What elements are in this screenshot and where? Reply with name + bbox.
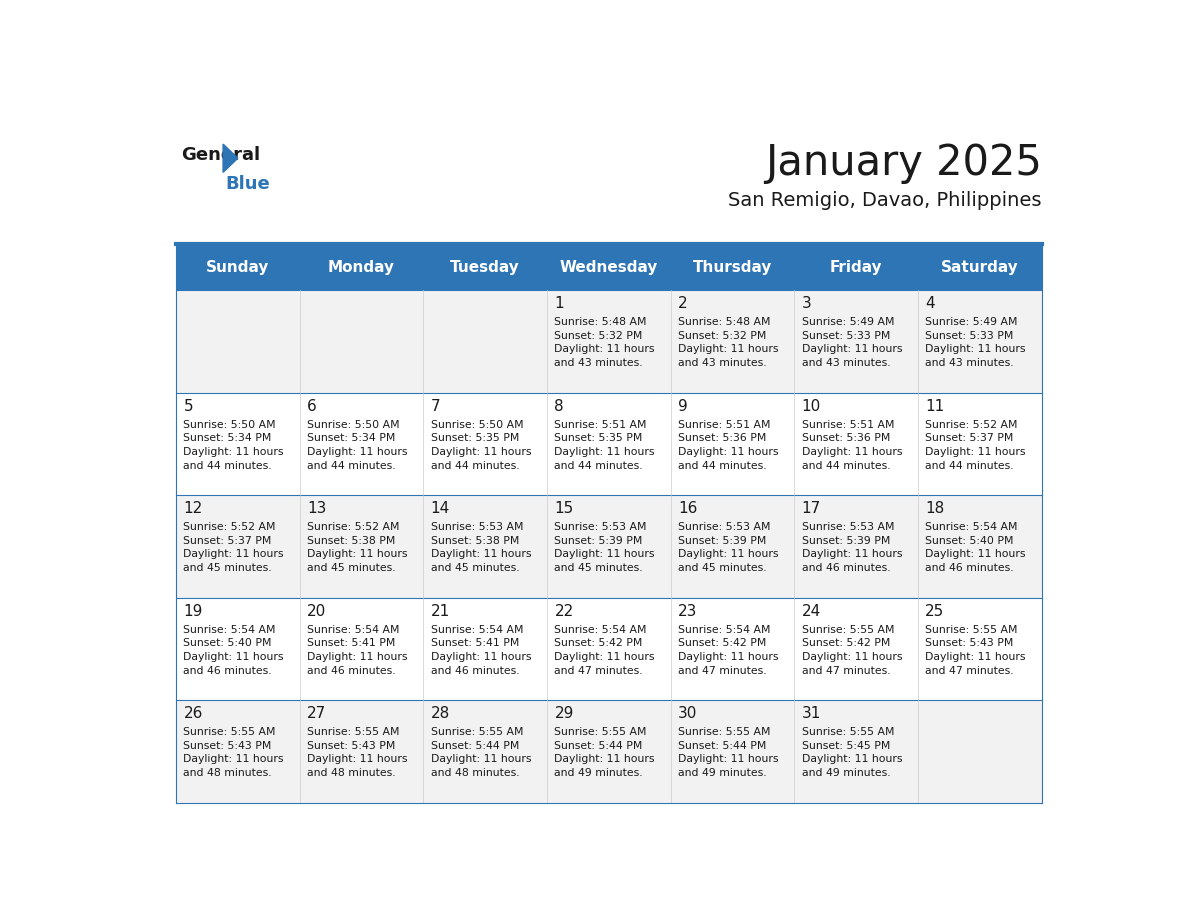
Text: 4: 4 (925, 297, 935, 311)
Text: 17: 17 (802, 501, 821, 516)
Text: Sunrise: 5:52 AM
Sunset: 5:37 PM
Daylight: 11 hours
and 45 minutes.: Sunrise: 5:52 AM Sunset: 5:37 PM Dayligh… (183, 522, 284, 573)
Text: General: General (181, 145, 260, 163)
Text: Sunrise: 5:51 AM
Sunset: 5:35 PM
Daylight: 11 hours
and 44 minutes.: Sunrise: 5:51 AM Sunset: 5:35 PM Dayligh… (555, 420, 655, 471)
Text: 3: 3 (802, 297, 811, 311)
Text: 12: 12 (183, 501, 203, 516)
Text: Sunday: Sunday (207, 260, 270, 274)
Text: 14: 14 (431, 501, 450, 516)
Text: Blue: Blue (225, 175, 270, 193)
Text: 19: 19 (183, 603, 203, 619)
Text: Sunrise: 5:54 AM
Sunset: 5:42 PM
Daylight: 11 hours
and 47 minutes.: Sunrise: 5:54 AM Sunset: 5:42 PM Dayligh… (555, 625, 655, 676)
Text: Sunrise: 5:50 AM
Sunset: 5:34 PM
Daylight: 11 hours
and 44 minutes.: Sunrise: 5:50 AM Sunset: 5:34 PM Dayligh… (183, 420, 284, 471)
Text: Sunrise: 5:51 AM
Sunset: 5:36 PM
Daylight: 11 hours
and 44 minutes.: Sunrise: 5:51 AM Sunset: 5:36 PM Dayligh… (802, 420, 902, 471)
FancyBboxPatch shape (176, 598, 1042, 700)
Text: Wednesday: Wednesday (560, 260, 658, 274)
Text: Sunrise: 5:49 AM
Sunset: 5:33 PM
Daylight: 11 hours
and 43 minutes.: Sunrise: 5:49 AM Sunset: 5:33 PM Dayligh… (925, 318, 1025, 368)
Text: Saturday: Saturday (941, 260, 1018, 274)
Text: January 2025: January 2025 (765, 142, 1042, 184)
Text: 26: 26 (183, 706, 203, 721)
Text: 13: 13 (308, 501, 327, 516)
Text: 10: 10 (802, 398, 821, 413)
Text: Sunrise: 5:55 AM
Sunset: 5:42 PM
Daylight: 11 hours
and 47 minutes.: Sunrise: 5:55 AM Sunset: 5:42 PM Dayligh… (802, 625, 902, 676)
Text: Sunrise: 5:50 AM
Sunset: 5:34 PM
Daylight: 11 hours
and 44 minutes.: Sunrise: 5:50 AM Sunset: 5:34 PM Dayligh… (308, 420, 407, 471)
Text: Sunrise: 5:55 AM
Sunset: 5:43 PM
Daylight: 11 hours
and 48 minutes.: Sunrise: 5:55 AM Sunset: 5:43 PM Dayligh… (308, 727, 407, 778)
FancyBboxPatch shape (176, 496, 1042, 598)
Text: Sunrise: 5:54 AM
Sunset: 5:41 PM
Daylight: 11 hours
and 46 minutes.: Sunrise: 5:54 AM Sunset: 5:41 PM Dayligh… (431, 625, 531, 676)
Text: Sunrise: 5:48 AM
Sunset: 5:32 PM
Daylight: 11 hours
and 43 minutes.: Sunrise: 5:48 AM Sunset: 5:32 PM Dayligh… (555, 318, 655, 368)
Polygon shape (223, 144, 238, 173)
Text: 8: 8 (555, 398, 564, 413)
Text: Sunrise: 5:54 AM
Sunset: 5:41 PM
Daylight: 11 hours
and 46 minutes.: Sunrise: 5:54 AM Sunset: 5:41 PM Dayligh… (308, 625, 407, 676)
Text: 21: 21 (431, 603, 450, 619)
FancyBboxPatch shape (176, 290, 1042, 393)
Text: Sunrise: 5:54 AM
Sunset: 5:42 PM
Daylight: 11 hours
and 47 minutes.: Sunrise: 5:54 AM Sunset: 5:42 PM Dayligh… (678, 625, 778, 676)
Text: San Remigio, Davao, Philippines: San Remigio, Davao, Philippines (728, 192, 1042, 210)
Text: Monday: Monday (328, 260, 396, 274)
FancyBboxPatch shape (176, 393, 1042, 496)
FancyBboxPatch shape (176, 700, 1042, 803)
Text: 23: 23 (678, 603, 697, 619)
Text: Sunrise: 5:52 AM
Sunset: 5:37 PM
Daylight: 11 hours
and 44 minutes.: Sunrise: 5:52 AM Sunset: 5:37 PM Dayligh… (925, 420, 1025, 471)
Text: 9: 9 (678, 398, 688, 413)
Text: Sunrise: 5:51 AM
Sunset: 5:36 PM
Daylight: 11 hours
and 44 minutes.: Sunrise: 5:51 AM Sunset: 5:36 PM Dayligh… (678, 420, 778, 471)
Text: 20: 20 (308, 603, 327, 619)
Text: 29: 29 (555, 706, 574, 721)
Text: 24: 24 (802, 603, 821, 619)
Text: Tuesday: Tuesday (450, 260, 520, 274)
Text: Sunrise: 5:54 AM
Sunset: 5:40 PM
Daylight: 11 hours
and 46 minutes.: Sunrise: 5:54 AM Sunset: 5:40 PM Dayligh… (925, 522, 1025, 573)
Text: Sunrise: 5:53 AM
Sunset: 5:39 PM
Daylight: 11 hours
and 45 minutes.: Sunrise: 5:53 AM Sunset: 5:39 PM Dayligh… (678, 522, 778, 573)
Text: Sunrise: 5:52 AM
Sunset: 5:38 PM
Daylight: 11 hours
and 45 minutes.: Sunrise: 5:52 AM Sunset: 5:38 PM Dayligh… (308, 522, 407, 573)
Text: Sunrise: 5:48 AM
Sunset: 5:32 PM
Daylight: 11 hours
and 43 minutes.: Sunrise: 5:48 AM Sunset: 5:32 PM Dayligh… (678, 318, 778, 368)
Text: 22: 22 (555, 603, 574, 619)
Text: 2: 2 (678, 297, 688, 311)
Text: Sunrise: 5:53 AM
Sunset: 5:39 PM
Daylight: 11 hours
and 45 minutes.: Sunrise: 5:53 AM Sunset: 5:39 PM Dayligh… (555, 522, 655, 573)
Text: 30: 30 (678, 706, 697, 721)
Text: 11: 11 (925, 398, 944, 413)
FancyBboxPatch shape (176, 244, 1042, 290)
Text: Sunrise: 5:49 AM
Sunset: 5:33 PM
Daylight: 11 hours
and 43 minutes.: Sunrise: 5:49 AM Sunset: 5:33 PM Dayligh… (802, 318, 902, 368)
Text: 15: 15 (555, 501, 574, 516)
Text: Sunrise: 5:54 AM
Sunset: 5:40 PM
Daylight: 11 hours
and 46 minutes.: Sunrise: 5:54 AM Sunset: 5:40 PM Dayligh… (183, 625, 284, 676)
Text: Sunrise: 5:55 AM
Sunset: 5:43 PM
Daylight: 11 hours
and 47 minutes.: Sunrise: 5:55 AM Sunset: 5:43 PM Dayligh… (925, 625, 1025, 676)
Text: 18: 18 (925, 501, 944, 516)
Text: Thursday: Thursday (693, 260, 772, 274)
Text: 5: 5 (183, 398, 194, 413)
Text: Sunrise: 5:55 AM
Sunset: 5:44 PM
Daylight: 11 hours
and 49 minutes.: Sunrise: 5:55 AM Sunset: 5:44 PM Dayligh… (678, 727, 778, 778)
Text: 25: 25 (925, 603, 944, 619)
Text: Sunrise: 5:50 AM
Sunset: 5:35 PM
Daylight: 11 hours
and 44 minutes.: Sunrise: 5:50 AM Sunset: 5:35 PM Dayligh… (431, 420, 531, 471)
Text: Sunrise: 5:53 AM
Sunset: 5:39 PM
Daylight: 11 hours
and 46 minutes.: Sunrise: 5:53 AM Sunset: 5:39 PM Dayligh… (802, 522, 902, 573)
Text: Sunrise: 5:55 AM
Sunset: 5:45 PM
Daylight: 11 hours
and 49 minutes.: Sunrise: 5:55 AM Sunset: 5:45 PM Dayligh… (802, 727, 902, 778)
Text: Sunrise: 5:55 AM
Sunset: 5:43 PM
Daylight: 11 hours
and 48 minutes.: Sunrise: 5:55 AM Sunset: 5:43 PM Dayligh… (183, 727, 284, 778)
Text: 27: 27 (308, 706, 327, 721)
Text: 7: 7 (431, 398, 441, 413)
Text: Sunrise: 5:55 AM
Sunset: 5:44 PM
Daylight: 11 hours
and 49 minutes.: Sunrise: 5:55 AM Sunset: 5:44 PM Dayligh… (555, 727, 655, 778)
Text: Sunrise: 5:55 AM
Sunset: 5:44 PM
Daylight: 11 hours
and 48 minutes.: Sunrise: 5:55 AM Sunset: 5:44 PM Dayligh… (431, 727, 531, 778)
Text: 1: 1 (555, 297, 564, 311)
Text: Sunrise: 5:53 AM
Sunset: 5:38 PM
Daylight: 11 hours
and 45 minutes.: Sunrise: 5:53 AM Sunset: 5:38 PM Dayligh… (431, 522, 531, 573)
Text: Friday: Friday (829, 260, 883, 274)
Text: 28: 28 (431, 706, 450, 721)
Text: 16: 16 (678, 501, 697, 516)
Text: 31: 31 (802, 706, 821, 721)
Text: 6: 6 (308, 398, 317, 413)
